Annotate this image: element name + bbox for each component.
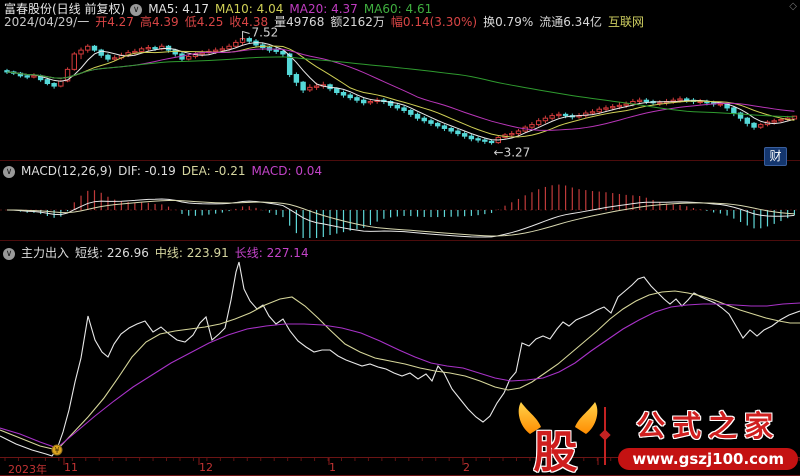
info-bar: 2024/04/29/一 开4.27 高4.39 低4.25 收4.38 量49768 额2…	[4, 13, 650, 30]
macd-panel-header: ∨ MACD(12,26,9) DIF: -0.19 DEA: -0.21 MACD: …	[3, 164, 328, 178]
date-axis[interactable]: 2023年 11 12 1 2	[0, 457, 800, 476]
collapse-icon[interactable]: ∨	[130, 3, 143, 16]
diamond-icon	[599, 429, 611, 441]
svg-text:←3.27: ←3.27	[494, 146, 531, 160]
bull-logo: 股	[518, 398, 598, 476]
dea-value: DEA: -0.21	[181, 164, 246, 178]
axis-label: 2023年	[8, 463, 47, 476]
macd-value: MACD: 0.04	[251, 164, 323, 178]
value-segment: 幅0.14(3.30%)	[390, 15, 478, 29]
collapse-icon[interactable]: ∨	[3, 247, 15, 260]
cai-finance-badge[interactable]: 财	[764, 147, 787, 166]
daily-quote-values: 2024/04/29/一 开4.27 高4.39 低4.25 收4.38 量49768 额2…	[4, 15, 650, 29]
long-line-value: 长线: 227.14	[234, 246, 309, 260]
axis-label: 2	[463, 461, 470, 474]
axis-label: 11	[64, 461, 78, 474]
value-segment: 互联网	[607, 15, 644, 29]
title-bar: 富春股份(日线 前复权) ∨ MA5: 4.17 MA10: 4.04 MA20: 4.…	[4, 0, 438, 17]
value-segment: 2024/04/29/一	[4, 15, 90, 29]
collapse-icon[interactable]: ∨	[3, 165, 15, 178]
value-segment: 高4.39	[139, 15, 179, 29]
short-line-value: 短线: 226.96	[75, 246, 149, 260]
value-segment: MA5: 4.17	[148, 2, 209, 16]
axis-label: 1	[329, 461, 336, 474]
mid-line-value: 中线: 223.91	[154, 246, 229, 260]
value-segment: MA20: 4.37	[289, 2, 358, 16]
macd-title: MACD(12,26,9)	[21, 164, 113, 178]
logo-site-name: 公式之家	[636, 408, 781, 443]
axis-label: 12	[199, 461, 213, 474]
value-segment: 低4.25	[184, 15, 224, 29]
value-segment: 流通6.34亿	[539, 15, 602, 29]
zhuli-title: 主力出入	[21, 246, 70, 260]
value-segment: 收4.38	[229, 15, 269, 29]
gu-character: 股	[533, 427, 578, 476]
value-segment: MA10: 4.04	[214, 2, 284, 16]
value-segment: 量49768	[274, 15, 325, 29]
logo-site-url: www.gszj100.com	[618, 447, 798, 470]
zhuli-panel-header: ∨ 主力出入 短线: 226.96 中线: 223.91 长线: 227.14	[3, 244, 315, 261]
diamond-icon: ◇	[789, 1, 797, 12]
value-segment: 开4.27	[95, 15, 134, 29]
svg-text:7.52: 7.52	[252, 25, 279, 39]
logo-divider	[599, 407, 611, 465]
stock-title: 富春股份(日线 前复权)	[4, 2, 126, 16]
svg-text:¥: ¥	[54, 446, 59, 455]
value-segment: 额2162万	[330, 15, 385, 29]
value-segment: MA60: 4.61	[363, 2, 433, 16]
bull-horns-icon	[518, 402, 598, 434]
dif-value: DIF: -0.19	[118, 164, 176, 178]
value-segment: 换0.79%	[483, 15, 534, 29]
ma-values: MA5: 4.17 MA10: 4.04 MA20: 4.37 MA60: 4.61	[148, 2, 438, 16]
gszj-watermark-logo: 股 公式之家 www.gszj100.com	[518, 396, 798, 476]
